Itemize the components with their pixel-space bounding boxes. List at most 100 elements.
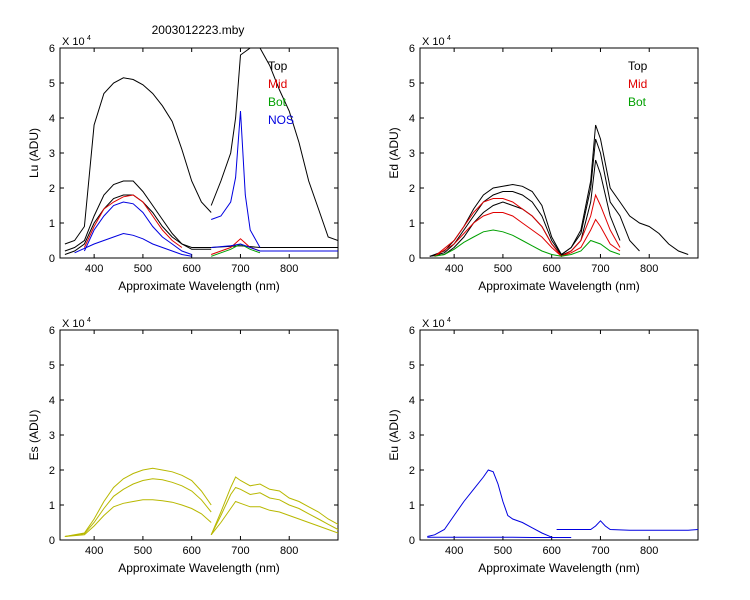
lu-xlabel: Approximate Wavelength (nm) bbox=[118, 279, 280, 293]
ed-xtick-label-800: 800 bbox=[640, 263, 658, 275]
lu-series-top-0 bbox=[64, 77, 212, 245]
ed-series-top-1 bbox=[429, 138, 640, 257]
es-xtick-label-600: 600 bbox=[183, 545, 201, 557]
ed-ytick-label-0: 0 bbox=[409, 253, 415, 265]
ed-xtick-label-600: 600 bbox=[543, 263, 561, 275]
ed-legend-top: Top bbox=[628, 59, 648, 73]
es-y-scale-exponent: 4 bbox=[87, 317, 91, 324]
ed-series-mid-3 bbox=[434, 193, 621, 257]
lu-series-nos-8 bbox=[83, 201, 192, 255]
eu-y-scale-label: X 10 bbox=[422, 318, 445, 330]
lu-ytick-label-5: 5 bbox=[49, 78, 55, 90]
es-series-es-1 bbox=[64, 478, 212, 537]
eu-y-scale-exponent: 4 bbox=[447, 317, 451, 324]
es-series-es-4 bbox=[210, 486, 338, 536]
lu-series-group bbox=[64, 48, 338, 257]
es-series-es-5 bbox=[210, 500, 338, 536]
lu-series-nos-10 bbox=[211, 110, 261, 248]
ed-series-group bbox=[429, 124, 689, 257]
ed-xtick-label-400: 400 bbox=[445, 263, 463, 275]
lu-legend-mid: Mid bbox=[268, 77, 287, 91]
es-ylabel: Es (ADU) bbox=[27, 410, 41, 461]
es-ytick-label-6: 6 bbox=[49, 325, 55, 337]
eu-ytick-label-0: 0 bbox=[409, 535, 415, 547]
ed-y-scale-exponent: 4 bbox=[447, 35, 451, 42]
es-ytick-label-1: 1 bbox=[49, 500, 55, 512]
lu-ytick-label-2: 2 bbox=[49, 183, 55, 195]
figure-title: 2003012223.mby bbox=[152, 23, 245, 37]
lu-series-nos-9 bbox=[74, 232, 192, 257]
es-ytick-label-0: 0 bbox=[49, 535, 55, 547]
lu-legend-top: Top bbox=[268, 59, 288, 73]
es-series-es-0 bbox=[64, 467, 212, 537]
lu-y-scale-label: X 10 bbox=[62, 36, 85, 48]
lu-ytick-label-0: 0 bbox=[49, 253, 55, 265]
ed-y-scale-label: X 10 bbox=[422, 36, 445, 48]
lu-ylabel: Lu (ADU) bbox=[27, 128, 41, 178]
es-ytick-label-5: 5 bbox=[49, 360, 55, 372]
ed-ytick-label-2: 2 bbox=[409, 183, 415, 195]
ed-legend-mid: Mid bbox=[628, 77, 647, 91]
eu-ytick-label-1: 1 bbox=[409, 500, 415, 512]
eu-series-group bbox=[427, 469, 698, 538]
eu-ytick-label-6: 6 bbox=[409, 325, 415, 337]
ed-ytick-label-4: 4 bbox=[409, 113, 415, 125]
eu-xtick-label-800: 800 bbox=[640, 545, 658, 557]
eu-series-eu-2 bbox=[556, 520, 698, 531]
ed-ytick-label-1: 1 bbox=[409, 218, 415, 230]
ed-legend-bot: Bot bbox=[628, 95, 647, 109]
lu-xtick-label-800: 800 bbox=[280, 263, 298, 275]
es-ytick-label-4: 4 bbox=[49, 395, 55, 407]
lu-series-nos-11 bbox=[211, 243, 338, 252]
ed-series-bot-5 bbox=[434, 229, 621, 257]
ed-xlabel: Approximate Wavelength (nm) bbox=[478, 279, 640, 293]
lu-legend-nos: NOS bbox=[268, 113, 294, 127]
eu-ytick-label-4: 4 bbox=[409, 395, 415, 407]
ed-ytick-label-6: 6 bbox=[409, 43, 415, 55]
lu-ytick-label-1: 1 bbox=[49, 218, 55, 230]
eu-xlabel: Approximate Wavelength (nm) bbox=[478, 561, 640, 575]
ed-series-mid-4 bbox=[434, 212, 621, 257]
es-series-es-3 bbox=[210, 476, 338, 535]
eu-ytick-label-3: 3 bbox=[409, 430, 415, 442]
eu-xtick-label-600: 600 bbox=[543, 545, 561, 557]
es-series-group bbox=[64, 467, 338, 537]
lu-ytick-label-4: 4 bbox=[49, 113, 55, 125]
lu-xtick-label-700: 700 bbox=[231, 263, 249, 275]
eu-ylabel: Eu (ADU) bbox=[387, 409, 401, 460]
eu-xtick-label-400: 400 bbox=[445, 545, 463, 557]
lu-series-mid-5 bbox=[83, 194, 183, 248]
lu-xtick-label-600: 600 bbox=[183, 263, 201, 275]
lu-xtick-label-500: 500 bbox=[134, 263, 152, 275]
es-ytick-label-2: 2 bbox=[49, 465, 55, 477]
lu-series-top-2 bbox=[64, 180, 212, 252]
lu-ytick-label-3: 3 bbox=[49, 148, 55, 160]
lu-y-scale-exponent: 4 bbox=[87, 35, 91, 42]
eu-ytick-label-2: 2 bbox=[409, 465, 415, 477]
es-xlabel: Approximate Wavelength (nm) bbox=[118, 561, 280, 575]
lu-legend-bot: Bot bbox=[268, 95, 287, 109]
es-xtick-label-500: 500 bbox=[134, 545, 152, 557]
ed-xtick-label-700: 700 bbox=[591, 263, 609, 275]
eu-xtick-label-500: 500 bbox=[494, 545, 512, 557]
lu-ytick-label-6: 6 bbox=[49, 43, 55, 55]
es-y-scale-label: X 10 bbox=[62, 318, 85, 330]
es-xtick-label-400: 400 bbox=[85, 545, 103, 557]
lu-series-top-1 bbox=[210, 48, 338, 241]
es-ytick-label-3: 3 bbox=[49, 430, 55, 442]
lu-xtick-label-400: 400 bbox=[85, 263, 103, 275]
ed-ylabel: Ed (ADU) bbox=[387, 127, 401, 178]
ed-xtick-label-500: 500 bbox=[494, 263, 512, 275]
es-xtick-label-800: 800 bbox=[280, 545, 298, 557]
ed-ytick-label-3: 3 bbox=[409, 148, 415, 160]
eu-ytick-label-5: 5 bbox=[409, 360, 415, 372]
es-xtick-label-700: 700 bbox=[231, 545, 249, 557]
lu-series-top-4 bbox=[211, 245, 338, 248]
eu-xtick-label-700: 700 bbox=[591, 545, 609, 557]
